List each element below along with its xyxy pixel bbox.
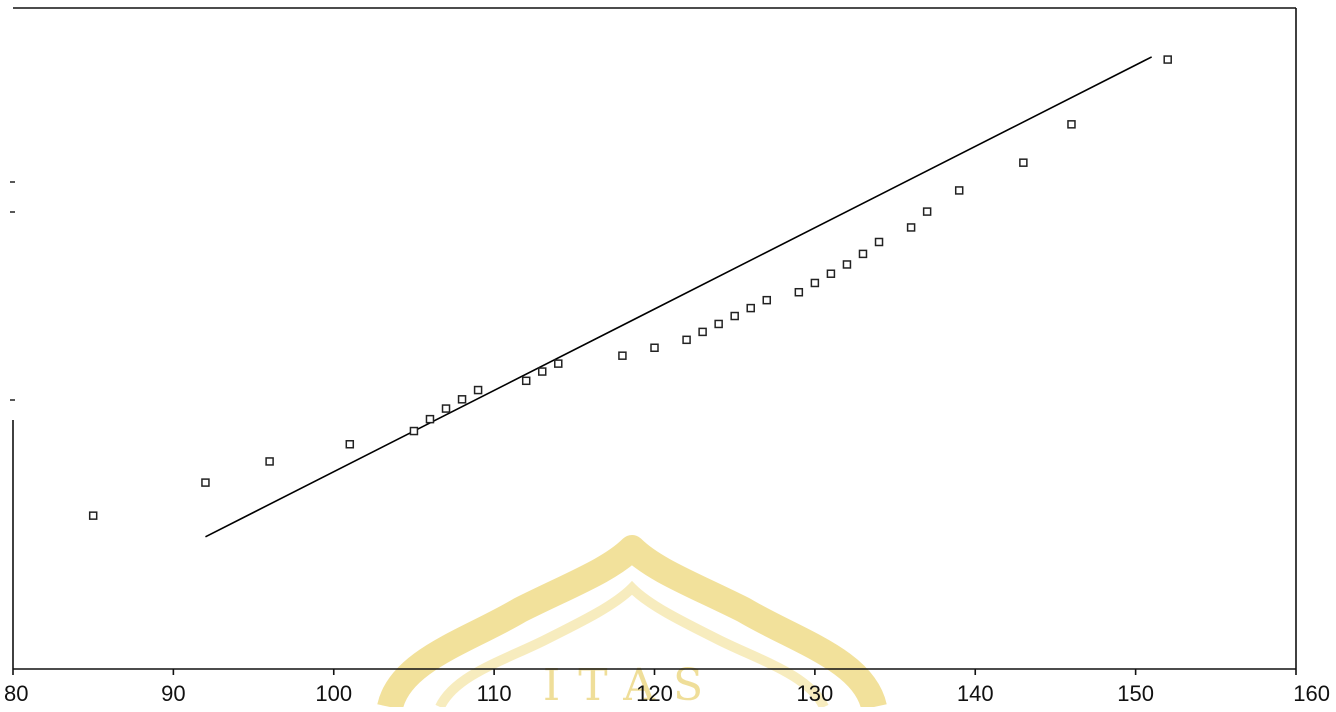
data-point — [810, 278, 820, 288]
x-tick-label-120: 120 — [636, 681, 673, 706]
data-point — [842, 260, 852, 269]
fit-line — [205, 56, 1153, 538]
data-points — [88, 55, 1172, 520]
fit-line-layer — [205, 56, 1153, 538]
data-point — [425, 414, 435, 424]
data-point — [874, 237, 884, 247]
data-point — [409, 426, 419, 436]
watermark-arch — [377, 535, 887, 711]
data-point — [618, 351, 627, 360]
data-point — [954, 186, 964, 195]
data-point — [1163, 55, 1172, 64]
data-point — [1019, 158, 1028, 167]
data-point — [906, 223, 916, 232]
x-tick-label-130: 130 — [797, 681, 834, 706]
x-axis-ticks — [12, 669, 1297, 675]
x-axis-tick-labels: 80 90 100 110 120 130 140 150 160 — [4, 681, 1330, 706]
data-point — [650, 343, 659, 353]
data-point — [826, 269, 836, 278]
data-point — [746, 303, 755, 313]
x-tick-label-90: 90 — [161, 681, 185, 706]
data-point — [762, 295, 772, 305]
x-tick-label-110: 110 — [477, 681, 512, 706]
data-point — [554, 359, 563, 368]
x-tick-label-150: 150 — [1117, 681, 1154, 706]
data-point — [537, 367, 547, 376]
data-point — [345, 440, 355, 449]
data-point — [201, 478, 210, 487]
x-tick-label-160: 160 — [1293, 681, 1330, 706]
data-point — [265, 457, 274, 466]
data-point — [730, 311, 739, 321]
data-point — [441, 404, 451, 413]
data-point — [682, 335, 691, 345]
data-point — [714, 319, 723, 329]
watermark-inner-arch — [435, 580, 829, 710]
x-tick-label-80: 80 — [4, 681, 28, 706]
data-point — [1067, 120, 1076, 129]
data-point — [88, 511, 98, 520]
data-point — [794, 287, 804, 297]
data-point — [922, 207, 932, 216]
data-point — [858, 249, 868, 259]
data-point — [521, 376, 531, 386]
x-tick-label-140: 140 — [957, 681, 994, 706]
data-point — [457, 395, 467, 404]
data-point — [698, 327, 707, 337]
watermark-text: ITAS — [543, 660, 721, 707]
data-point — [473, 385, 483, 395]
x-tick-label-100: 100 — [315, 681, 352, 706]
